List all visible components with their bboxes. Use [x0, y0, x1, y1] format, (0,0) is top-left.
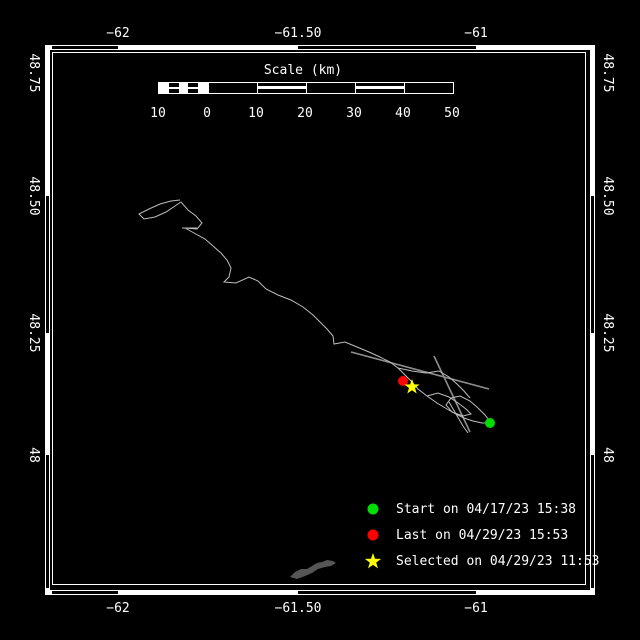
scalebar-tick-label-0: 10	[150, 106, 166, 121]
axis-label-left-3: 48	[26, 447, 41, 463]
bearing-line-2	[433, 355, 471, 433]
legend-marker-shape	[367, 503, 379, 515]
legend-row-0: Start on 04/17/23 15:38	[362, 496, 600, 522]
scalebar-subcell-3	[188, 83, 199, 93]
legend-label-2: Selected on 04/29/23 11:53	[396, 553, 600, 569]
scalebar-segment-0	[159, 83, 208, 93]
scalebar-subcells	[159, 83, 208, 93]
last-marker[interactable]	[398, 376, 408, 386]
scalebar-tick-label-1: 0	[203, 106, 211, 121]
axis-label-right-2: 48.25	[600, 313, 615, 353]
axis-label-right-1: 48.50	[600, 176, 615, 216]
scalebar-segment-1	[208, 83, 257, 93]
start-marker[interactable]	[485, 418, 495, 428]
scalebar-subcell-stripe	[188, 87, 199, 89]
scalebar-subcell-1	[168, 83, 179, 93]
scalebar-tick-label-3: 20	[297, 106, 313, 121]
zebra-right-0	[591, 196, 594, 333]
zebra-bottom-1	[298, 591, 476, 594]
scalebar-title: Scale (km)	[263, 63, 343, 78]
zebra-left-0	[46, 196, 49, 333]
legend-row-1: Last on 04/29/23 15:53	[362, 522, 600, 548]
scalebar-tick-label-6: 50	[444, 106, 460, 121]
scalebar-subcell-0	[159, 83, 169, 93]
scalebar-subcell-2	[178, 83, 189, 93]
map-inner-border	[52, 52, 586, 585]
axis-label-right-0: 48.75	[600, 53, 615, 93]
legend-row-2: Selected on 04/29/23 11:53	[362, 548, 600, 574]
scalebar-stripe-2	[258, 86, 306, 89]
mid-branch-track	[397, 367, 471, 399]
legend-dot-icon	[367, 529, 379, 541]
axis-label-bottom-0: −62	[106, 601, 130, 616]
axis-label-left-1: 48.50	[26, 176, 41, 216]
loop-branch-track	[426, 392, 490, 421]
legend-marker-shape	[367, 529, 379, 541]
zebra-top-1	[298, 46, 476, 49]
legend-marker-shape	[364, 553, 382, 569]
bearing-line-1	[350, 351, 490, 390]
legend-star-icon	[364, 553, 382, 569]
scalebar-subcell-stripe	[168, 87, 179, 89]
scalebar-stripe-4	[356, 86, 404, 89]
selected-marker[interactable]	[404, 379, 420, 394]
scalebar-segment-2	[257, 83, 306, 93]
axis-label-right-3: 48	[600, 447, 615, 463]
axis-label-bottom-2: −61	[464, 601, 488, 616]
island-shape	[290, 560, 336, 579]
axis-label-top-1: −61.50	[274, 26, 322, 41]
scalebar	[158, 82, 454, 94]
scalebar-tick-label-4: 30	[346, 106, 362, 121]
zebra-right-1	[591, 455, 594, 588]
scalebar-segment-4	[355, 83, 404, 93]
legend-label-0: Start on 04/17/23 15:38	[396, 501, 577, 517]
scalebar-segment-3	[306, 83, 355, 93]
legend-dot-icon	[367, 503, 379, 515]
axis-label-top-0: −62	[106, 26, 130, 41]
zebra-top-0	[52, 46, 118, 49]
axis-label-left-2: 48.25	[26, 313, 41, 353]
axis-label-top-2: −61	[464, 26, 488, 41]
legend: Start on 04/17/23 15:38 Last on 04/29/23 …	[362, 496, 600, 574]
axis-label-left-0: 48.75	[26, 53, 41, 93]
zebra-left-1	[46, 455, 49, 588]
scalebar-tick-label-2: 10	[248, 106, 264, 121]
axis-label-bottom-1: −61.50	[274, 601, 322, 616]
zebra-bottom-0	[52, 591, 118, 594]
down-branch-track	[448, 401, 469, 434]
legend-label-1: Last on 04/29/23 15:53	[396, 527, 569, 543]
scalebar-subcell-4	[198, 83, 208, 93]
scalebar-segment-5	[404, 83, 453, 93]
scalebar-tick-label-5: 40	[395, 106, 411, 121]
